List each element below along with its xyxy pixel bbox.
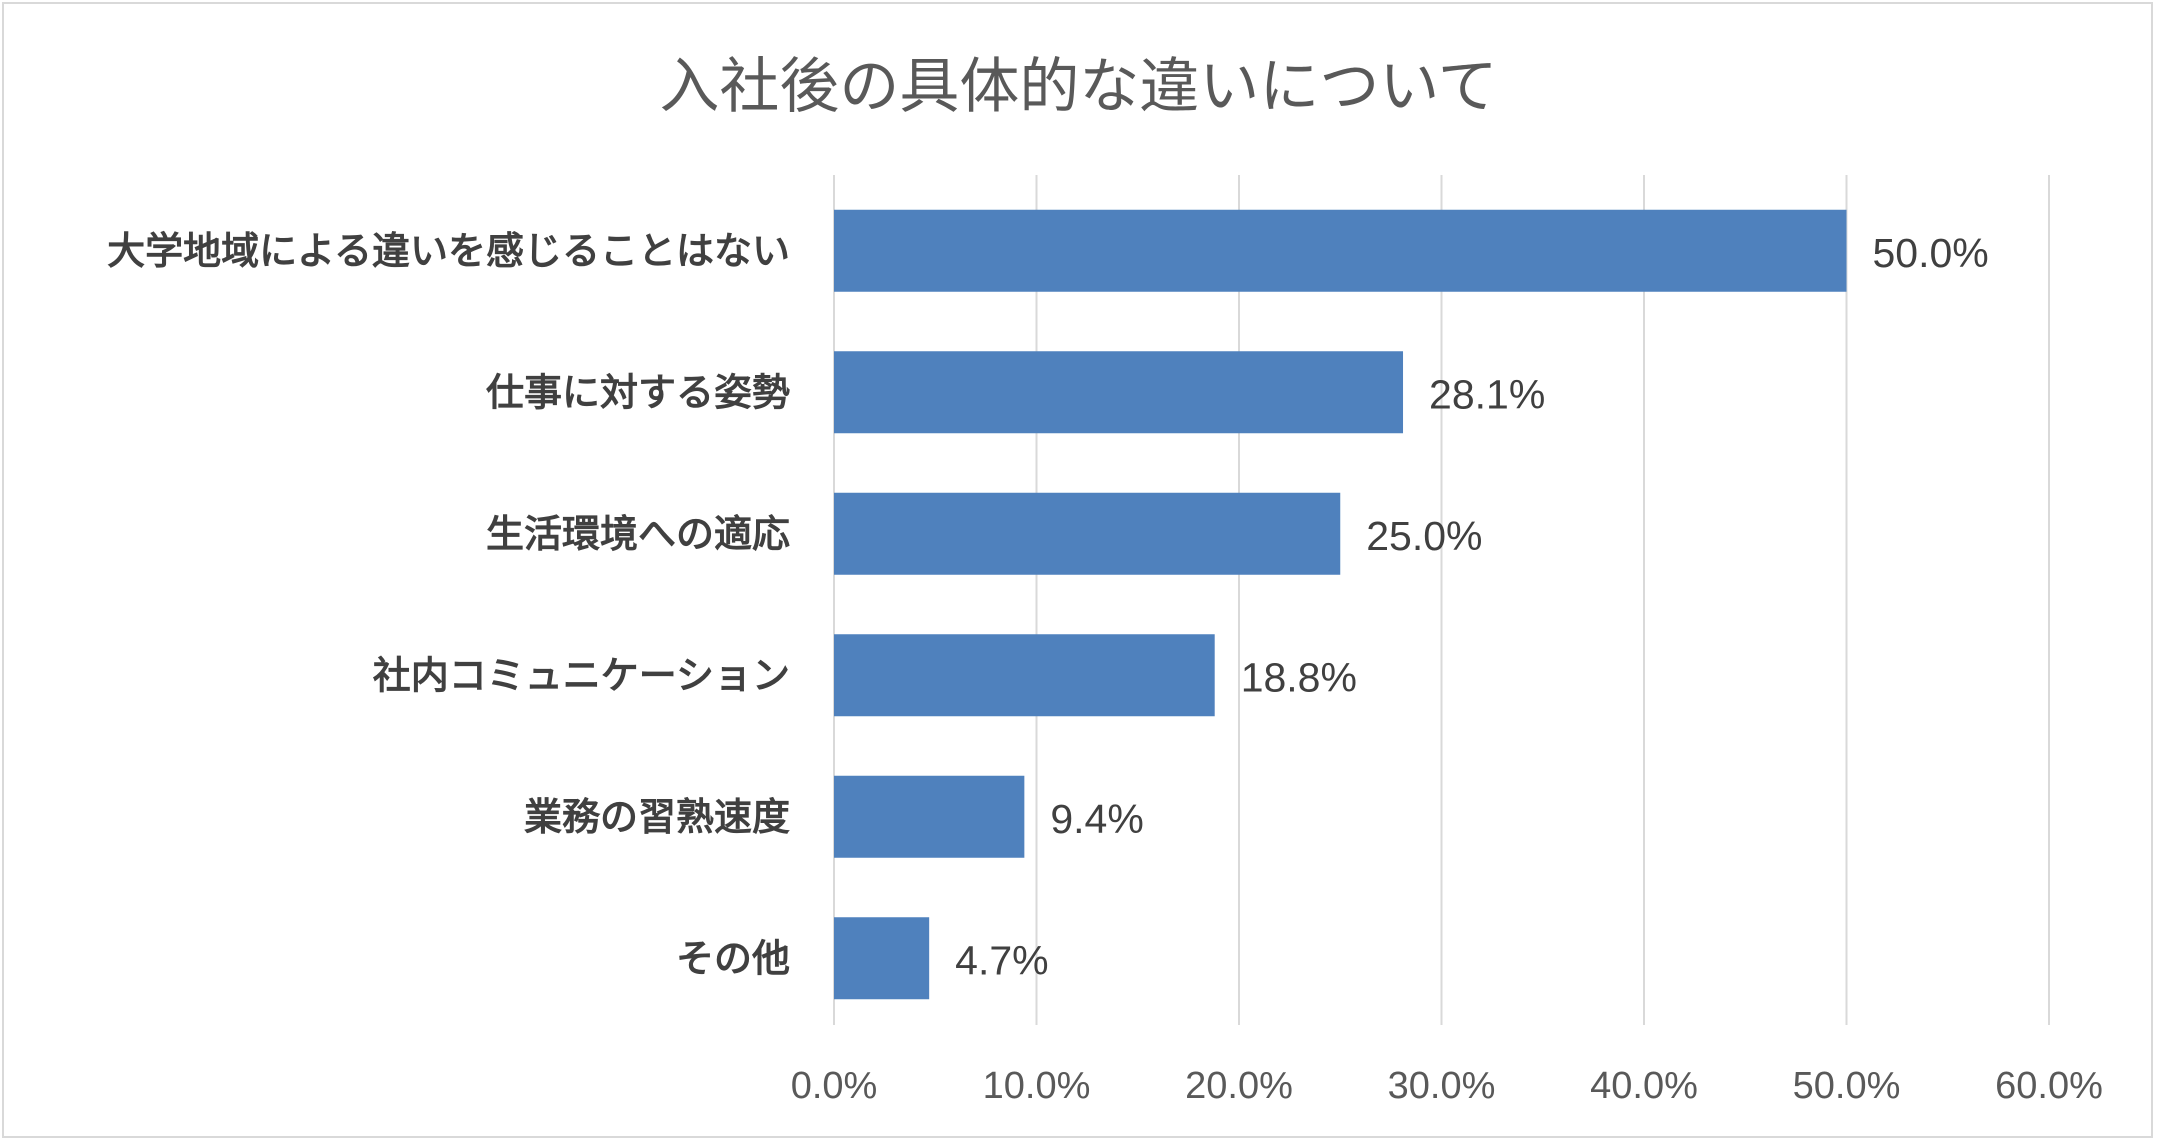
- x-axis-tick-labels: 0.0% 10.0% 20.0% 30.0% 40.0% 50.0% 60.0%: [791, 1065, 2103, 1107]
- x-tick-label: 0.0%: [791, 1065, 878, 1107]
- bar: [834, 775, 1025, 858]
- data-label: 18.8%: [1241, 654, 1357, 700]
- bar: [834, 209, 1847, 292]
- data-labels: 50.0% 28.1% 25.0% 18.8% 9.4% 4.7%: [955, 230, 1989, 984]
- x-tick-label: 10.0%: [983, 1065, 1091, 1107]
- x-tick-label: 60.0%: [1995, 1065, 2103, 1107]
- category-label: 仕事に対する姿勢: [486, 370, 790, 414]
- category-label: 大学地域による違いを感じることはない: [107, 229, 790, 273]
- gridlines: [833, 175, 2050, 1025]
- x-tick-label: 20.0%: [1185, 1065, 1293, 1107]
- category-label: 業務の習熟速度: [524, 795, 790, 839]
- bar: [834, 351, 1404, 434]
- data-label: 25.0%: [1366, 513, 1482, 559]
- x-tick-label: 30.0%: [1388, 1065, 1496, 1107]
- x-tick-label: 40.0%: [1590, 1065, 1698, 1107]
- bar: [834, 917, 930, 1000]
- data-label: 4.7%: [955, 937, 1048, 983]
- category-labels: 大学地域による違いを感じることはない仕事に対する姿勢生活環境への適応社内コミュニ…: [107, 229, 790, 981]
- data-label: 28.1%: [1429, 371, 1545, 417]
- data-label: 9.4%: [1050, 796, 1143, 842]
- category-label: その他: [676, 936, 790, 980]
- category-label: 社内コミュニケーション: [373, 653, 790, 697]
- bar: [834, 492, 1341, 575]
- bar: [834, 634, 1215, 717]
- bars: [834, 209, 1847, 1000]
- x-tick-label: 50.0%: [1793, 1065, 1901, 1107]
- category-label: 生活環境への適応: [486, 512, 790, 556]
- data-label: 50.0%: [1873, 230, 1989, 276]
- chart-title: 入社後の具体的な違いについて: [659, 52, 1498, 122]
